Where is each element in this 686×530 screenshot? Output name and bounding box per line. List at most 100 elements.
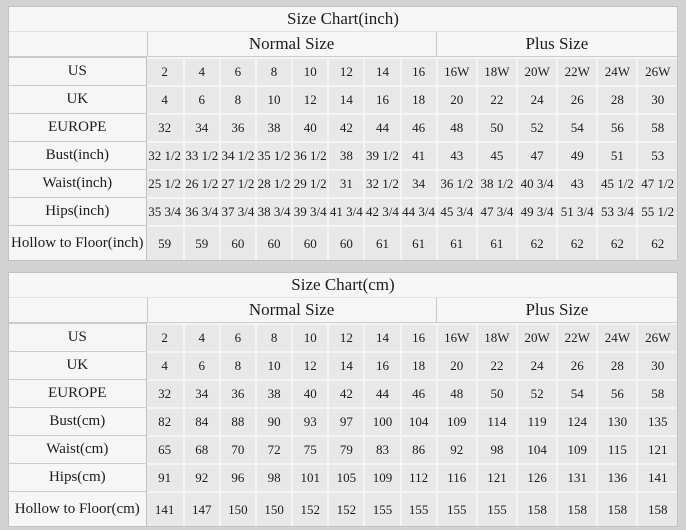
size-cell: 62: [516, 225, 557, 260]
size-cell: 50: [475, 113, 516, 141]
size-cell: 37 3/4: [218, 197, 255, 225]
size-cell: 34: [399, 169, 436, 197]
table-row: UK 4 6 8 10 12 14 16 18 20 22 24 26 28 30: [9, 351, 677, 379]
size-cell: 10: [254, 85, 292, 113]
table-row: Waist(inch) 25 1/2 26 1/2 27 1/2 28 1/2 29 1/…: [9, 169, 677, 197]
size-cell: 26: [556, 85, 597, 113]
size-cell: 119: [516, 407, 557, 435]
size-cell: 104: [399, 407, 436, 435]
size-cell: 54: [556, 113, 597, 141]
size-cell: 58: [636, 113, 677, 141]
size-chart-cm-table: Size Chart(cm) Normal Size Plus Size US 2…: [8, 272, 678, 527]
size-cell: 12: [291, 85, 328, 113]
size-cell: 8: [218, 351, 255, 379]
table-row: EUROPE 32 34 36 38 40 42 44 46 48 50 52 54 56 58: [9, 113, 677, 141]
size-cell: 34: [182, 379, 219, 407]
size-cell: 141: [636, 463, 677, 491]
size-cell: 38: [254, 113, 292, 141]
size-chart-inch: Size Chart(inch) Normal Size Plus Size U…: [8, 6, 678, 261]
size-cell: 60: [218, 225, 255, 260]
table-row: Hollow to Floor(cm) 141 147 150 150 152 152 155…: [9, 491, 677, 526]
size-cell: 34: [182, 113, 219, 141]
size-cell: 41: [399, 141, 436, 169]
size-cell: 126: [516, 463, 557, 491]
group-header-row: Normal Size Plus Size: [9, 298, 677, 323]
size-cell: 32: [146, 113, 183, 141]
size-cell: 62: [636, 225, 677, 260]
size-cell: 14: [327, 85, 364, 113]
size-cell: 10: [291, 57, 328, 85]
size-cell: 53: [636, 141, 677, 169]
size-cell: 56: [596, 113, 637, 141]
table-row: EUROPE 32 34 36 38 40 42 44 46 48 50 52 54 56 58: [9, 379, 677, 407]
size-cell: 60: [327, 225, 364, 260]
size-cell: 62: [596, 225, 637, 260]
row-label: EUROPE: [9, 113, 147, 141]
size-cell: 24W: [596, 57, 637, 85]
table-row: UK 4 6 8 10 12 14 16 18 20 22 24 26 28 30: [9, 85, 677, 113]
size-cell: 100: [363, 407, 400, 435]
size-cell: 4: [182, 57, 219, 85]
size-cell: 65: [146, 435, 183, 463]
size-cell: 45: [475, 141, 516, 169]
size-cell: 34 1/2: [218, 141, 255, 169]
size-cell: 26: [556, 351, 597, 379]
size-cell: 40: [291, 113, 328, 141]
size-cell: 14: [327, 351, 364, 379]
row-label: Hollow to Floor(cm): [9, 491, 147, 526]
size-cell: 158: [636, 491, 677, 526]
size-cell: 20: [435, 85, 476, 113]
size-cell: 150: [255, 491, 292, 526]
size-cell: 20W: [516, 57, 557, 85]
size-cell: 22: [475, 351, 517, 379]
size-cell: 31: [327, 169, 364, 197]
size-cell: 135: [636, 407, 677, 435]
size-cell: 2: [146, 57, 183, 85]
size-cell: 61: [363, 225, 400, 260]
size-cell: 91: [146, 463, 183, 491]
size-cell: 41 3/4: [327, 197, 364, 225]
size-cell: 55 1/2: [636, 197, 677, 225]
size-cell: 2: [146, 323, 183, 351]
size-cell: 22: [475, 85, 516, 113]
size-cell: 52: [516, 379, 557, 407]
size-cell: 51: [596, 141, 637, 169]
size-cell: 49: [556, 141, 597, 169]
size-cell: 45 1/2: [596, 169, 637, 197]
size-cell: 28: [596, 85, 637, 113]
size-cell: 104: [516, 435, 557, 463]
size-cell: 112: [399, 463, 436, 491]
size-cell: 60: [291, 225, 328, 260]
size-cell: 42: [327, 113, 364, 141]
size-cell: 46: [399, 379, 436, 407]
size-cell: 124: [556, 407, 597, 435]
size-cell: 136: [596, 463, 637, 491]
size-cell: 68: [182, 435, 219, 463]
size-cell: 38 3/4: [254, 197, 292, 225]
size-cell: 29 1/2: [291, 169, 328, 197]
size-cell: 24: [516, 351, 557, 379]
size-cell: 40 3/4: [516, 169, 557, 197]
row-label: US: [9, 323, 147, 351]
row-label: EUROPE: [9, 379, 147, 407]
size-cell: 12: [327, 323, 364, 351]
size-cell: 36 1/2: [291, 141, 328, 169]
size-cell: 141: [146, 491, 183, 526]
size-cell: 38: [255, 379, 292, 407]
row-label: Bust(cm): [9, 407, 147, 435]
size-cell: 39 1/2: [363, 141, 400, 169]
size-cell: 54: [556, 379, 597, 407]
size-cell: 98: [475, 435, 517, 463]
size-cell: 101: [291, 463, 328, 491]
size-cell: 36: [218, 113, 255, 141]
size-cell: 26W: [636, 57, 677, 85]
size-cell: 62: [556, 225, 597, 260]
size-cell: 130: [596, 407, 637, 435]
size-cell: 35 3/4: [146, 197, 183, 225]
size-cell: 39 3/4: [291, 197, 328, 225]
size-cell: 14: [363, 323, 400, 351]
size-cell: 20: [435, 351, 476, 379]
size-cell: 18W: [475, 323, 517, 351]
size-cell: 14: [363, 57, 400, 85]
row-label: US: [9, 57, 147, 85]
